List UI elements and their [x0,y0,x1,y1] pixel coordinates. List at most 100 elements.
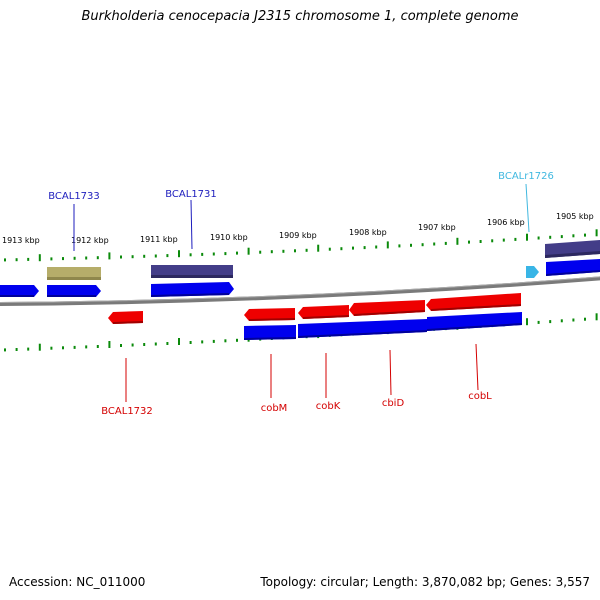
scale-label: 1909 kbp [279,231,317,240]
cds-reverse-cobK[interactable] [298,305,349,319]
minor-tick [549,320,552,324]
minor-tick [468,240,470,244]
cds-forward-2[interactable] [47,285,101,297]
minor-tick [584,233,586,237]
minor-tick [398,244,401,248]
minor-tick [201,340,204,344]
minor-tick [514,237,517,241]
gene-bar-cobK-cbiD[interactable] [298,319,427,338]
minor-tick [131,343,134,347]
gene-label-cobK[interactable]: cobK [316,401,341,412]
gene-label-BCAL1731[interactable]: BCAL1731 [165,189,217,200]
major-tick [178,338,180,345]
major-tick [317,244,320,252]
minor-tick [50,257,53,261]
gene-label-cobL[interactable]: cobL [468,391,492,402]
minor-tick [212,252,215,256]
scale-label: 1907 kbp [418,223,456,232]
accession-text: Accession: NC_011000 [9,575,146,589]
minor-tick [224,339,227,343]
minor-tick [479,240,482,243]
minor-tick [560,319,563,323]
minor-tick [572,234,575,238]
gene-label-cobM[interactable]: cobM [261,403,288,414]
minor-tick [62,346,64,350]
minor-tick [62,257,64,261]
scale-label: 1905 kbp [556,212,594,221]
cds-reverse-cbiD[interactable] [349,300,425,316]
minor-tick [166,342,169,345]
minor-tick [27,347,30,351]
scale-label: 1912 kbp [71,236,109,245]
scale-label: 1908 kbp [349,228,387,237]
major-tick [595,313,598,321]
minor-tick [340,247,343,251]
cds-reverse-cobM[interactable] [244,308,295,321]
genome-summary-text: Topology: circular; Length: 3,870,082 bp… [260,575,590,589]
minor-tick [189,253,192,257]
upper-scale-ticks [4,229,598,262]
minor-tick [212,339,215,343]
minor-tick [154,342,157,346]
scale-labels: 1913 kbp 1912 kbp 1911 kbp 1910 kbp 1909… [2,212,594,245]
minor-tick [96,345,99,348]
minor-tick [15,348,18,351]
gene-label-cbiD[interactable]: cbiD [382,398,405,409]
cds-reverse-cobL[interactable] [426,293,521,311]
minor-tick [224,252,227,256]
gene-feature-BCAL1733[interactable] [47,267,101,280]
major-tick [108,252,111,260]
minor-tick [143,254,146,258]
cds-forward-4[interactable] [546,259,600,276]
minor-tick [549,235,552,239]
minor-tick [27,257,30,261]
minor-tick [201,252,204,256]
gene-feature-BCAL1731[interactable] [151,265,233,278]
minor-tick [143,343,146,346]
minor-tick [421,243,424,247]
minor-tick [363,246,366,250]
gene-label-BCAL1732[interactable]: BCAL1732 [101,406,153,417]
cds-forward-3[interactable] [151,282,234,297]
minor-tick [433,242,436,246]
minor-tick [305,248,308,252]
gene-bar-cobL[interactable] [427,312,522,331]
upper-leader-lines [73,183,530,251]
minor-tick [410,243,412,247]
gene-label-BCALr1726[interactable]: BCALr1726 [498,171,554,182]
major-tick [386,241,389,249]
major-tick [247,247,250,255]
minor-tick [282,249,285,253]
minor-tick [294,249,296,253]
minor-tick [120,255,122,259]
minor-tick [85,256,88,260]
minor-tick [120,344,122,347]
gene-label-BCAL1733[interactable]: BCAL1733 [48,191,100,202]
scale-label: 1906 kbp [487,218,525,227]
minor-tick [259,250,262,254]
minor-tick [537,320,540,324]
rna-feature-BCALr1726[interactable] [526,266,539,278]
minor-tick [560,235,563,239]
minor-tick [572,318,575,322]
minor-tick [444,241,447,245]
minor-tick [131,255,134,259]
minor-tick [96,256,99,260]
major-tick [456,237,459,245]
minor-tick [236,251,238,255]
minor-tick [236,338,238,342]
minor-tick [491,239,494,243]
cds-reverse-BCAL1732[interactable] [108,311,143,324]
major-tick [38,343,41,351]
major-tick [178,250,180,258]
minor-tick [502,238,505,242]
minor-tick [4,348,6,352]
minor-tick [375,245,378,249]
minor-tick [352,246,354,250]
cds-forward-1[interactable] [0,285,39,297]
minor-tick [50,346,53,350]
gene-bar-cobM[interactable] [244,325,296,340]
minor-tick [584,317,586,321]
gene-feature-purple-right[interactable] [545,240,600,258]
